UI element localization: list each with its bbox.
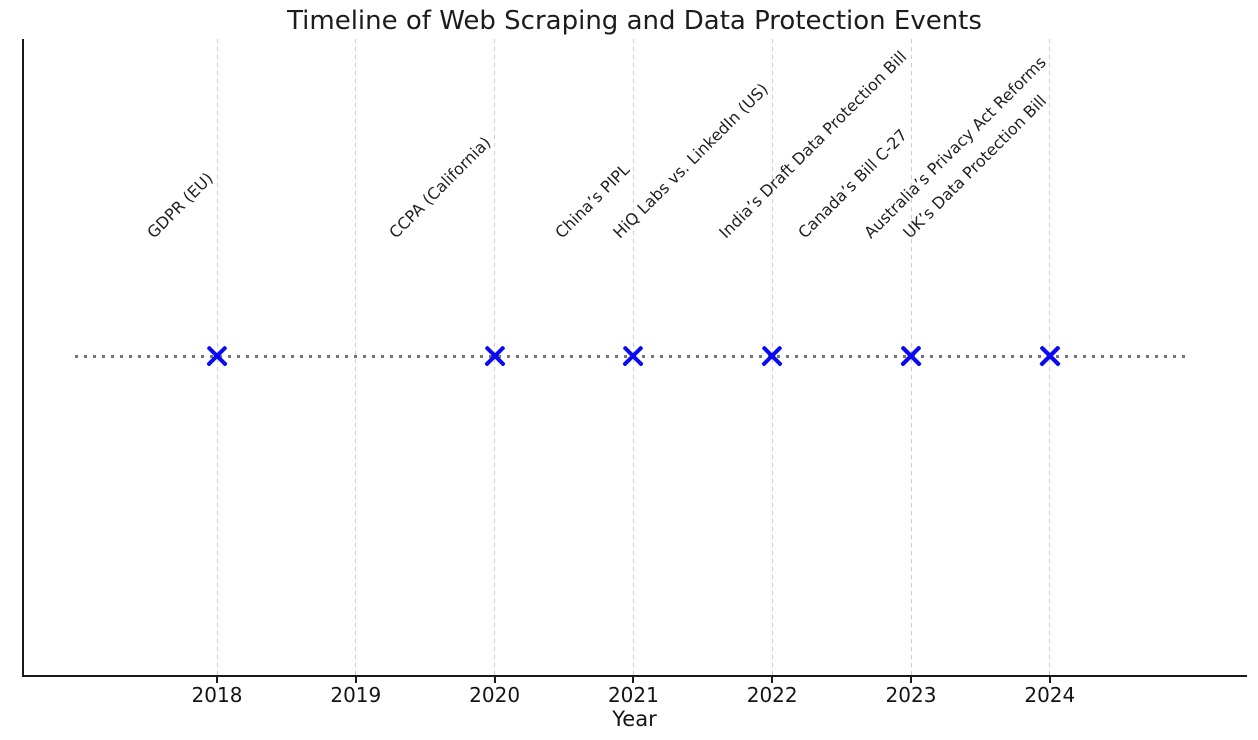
x-tick-label: 2018 (191, 683, 243, 707)
plot-area (22, 39, 1247, 677)
event-marker-x (206, 345, 228, 367)
x-tick-label: 2024 (1024, 683, 1076, 707)
x-tick-label: 2023 (885, 683, 937, 707)
x-tick-label: 2019 (330, 683, 382, 707)
x-tick-label: 2020 (469, 683, 521, 707)
x-tick-label: 2022 (746, 683, 798, 707)
x-tick-label: 2021 (607, 683, 659, 707)
x-axis-label: Year (612, 707, 657, 731)
x-tick-mark (216, 677, 218, 683)
year-gridline (355, 39, 357, 677)
x-tick-mark (771, 677, 774, 683)
x-tick-mark (354, 677, 357, 683)
x-tick-mark (632, 677, 635, 683)
event-marker-x (483, 345, 506, 367)
event-marker-x (761, 345, 783, 367)
event-marker-x (900, 345, 922, 367)
x-tick-mark (1048, 677, 1051, 683)
x-tick-mark (910, 677, 912, 683)
chart-title: Timeline of Web Scraping and Data Protec… (287, 6, 982, 36)
x-tick-mark (493, 677, 496, 683)
event-marker-x (1039, 345, 1061, 367)
event-marker-x (622, 345, 645, 367)
